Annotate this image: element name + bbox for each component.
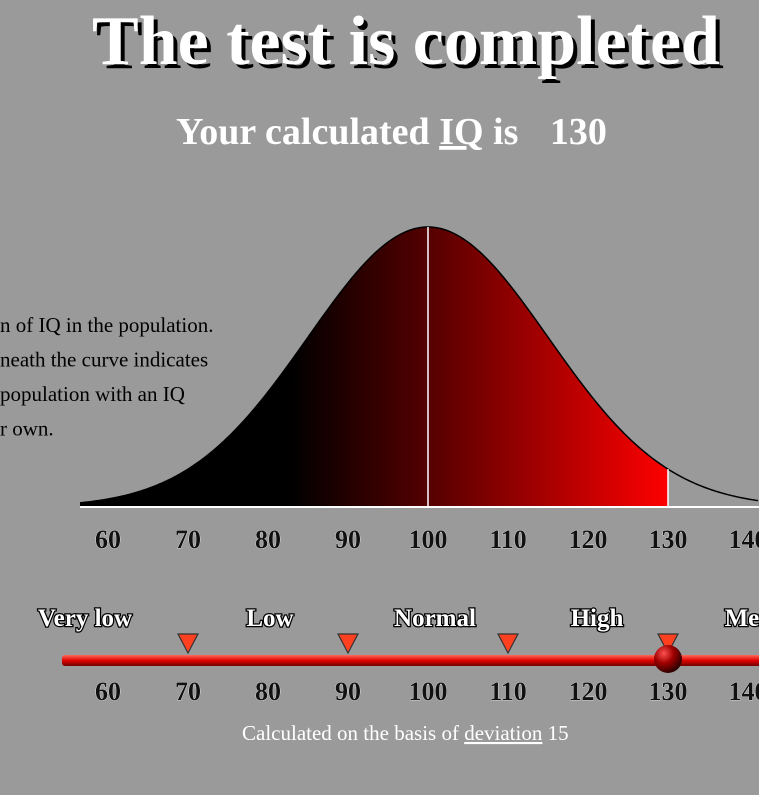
boundary-marker bbox=[337, 633, 359, 655]
category-label: Normal bbox=[394, 605, 476, 632]
scale-tick-label: 60 bbox=[95, 677, 121, 706]
category-label: High bbox=[571, 605, 624, 632]
scale-tick-label: 100 bbox=[409, 677, 448, 706]
category-label: Low bbox=[246, 605, 293, 632]
scale-tick-label: 90 bbox=[335, 677, 361, 706]
bell-curve bbox=[79, 226, 759, 504]
subtitle: Your calculated IQ is 130 bbox=[176, 111, 607, 153]
subtitle-prefix: Your calculated bbox=[176, 111, 430, 153]
category-label: Mensa bbox=[725, 605, 759, 632]
x-tick-label: 100 bbox=[409, 525, 448, 554]
footer-text: Calculated on the basis of bbox=[242, 721, 459, 745]
title-shadow: The test is completed bbox=[96, 7, 724, 84]
boundary-marker bbox=[657, 633, 679, 655]
x-tick-label: 60 bbox=[95, 525, 121, 554]
x-tick-label: 70 bbox=[175, 525, 201, 554]
x-tick-label: 130 bbox=[649, 525, 688, 554]
description-line: population with an IQ bbox=[0, 382, 185, 406]
description-line: n of IQ in the population. bbox=[0, 313, 213, 337]
scale-tick-label: 80 bbox=[255, 677, 281, 706]
deviation-link[interactable]: deviation bbox=[464, 721, 543, 745]
x-tick-label: 110 bbox=[489, 525, 527, 554]
boundary-marker bbox=[497, 633, 519, 655]
boundary-marker bbox=[177, 633, 199, 655]
footer: Calculated on the basis of deviation 15 bbox=[242, 721, 569, 745]
x-tick-label: 140 bbox=[729, 525, 759, 554]
x-tick-label: 120 bbox=[569, 525, 608, 554]
scale-tick-label: 130 bbox=[649, 677, 688, 706]
description-line: neath the curve indicates bbox=[0, 348, 208, 372]
title: The test is completed bbox=[92, 3, 720, 80]
scale-tick-label: 70 bbox=[175, 677, 201, 706]
iq-value: 130 bbox=[550, 111, 607, 153]
scale-tick-label: 140 bbox=[729, 677, 759, 706]
area-below-iq bbox=[80, 227, 668, 507]
iq-link[interactable]: IQ bbox=[439, 111, 483, 153]
subtitle-mid: is bbox=[493, 111, 518, 153]
description-line: r own. bbox=[0, 417, 54, 441]
iq-ball bbox=[654, 645, 682, 673]
category-label: Very low bbox=[38, 605, 132, 632]
x-tick-label: 90 bbox=[335, 525, 361, 554]
description: n of IQ in the population. neath the curv… bbox=[0, 313, 213, 441]
deviation-value: 15 bbox=[548, 721, 569, 745]
scale-tick-label: 110 bbox=[489, 677, 527, 706]
x-tick-label: 80 bbox=[255, 525, 281, 554]
scale-tick-label: 120 bbox=[569, 677, 608, 706]
bell-chart: 60 70 80 90 100 110 120 130 140 Very low Low Normal… bbox=[37, 226, 759, 706]
slider-bar bbox=[62, 655, 759, 666]
